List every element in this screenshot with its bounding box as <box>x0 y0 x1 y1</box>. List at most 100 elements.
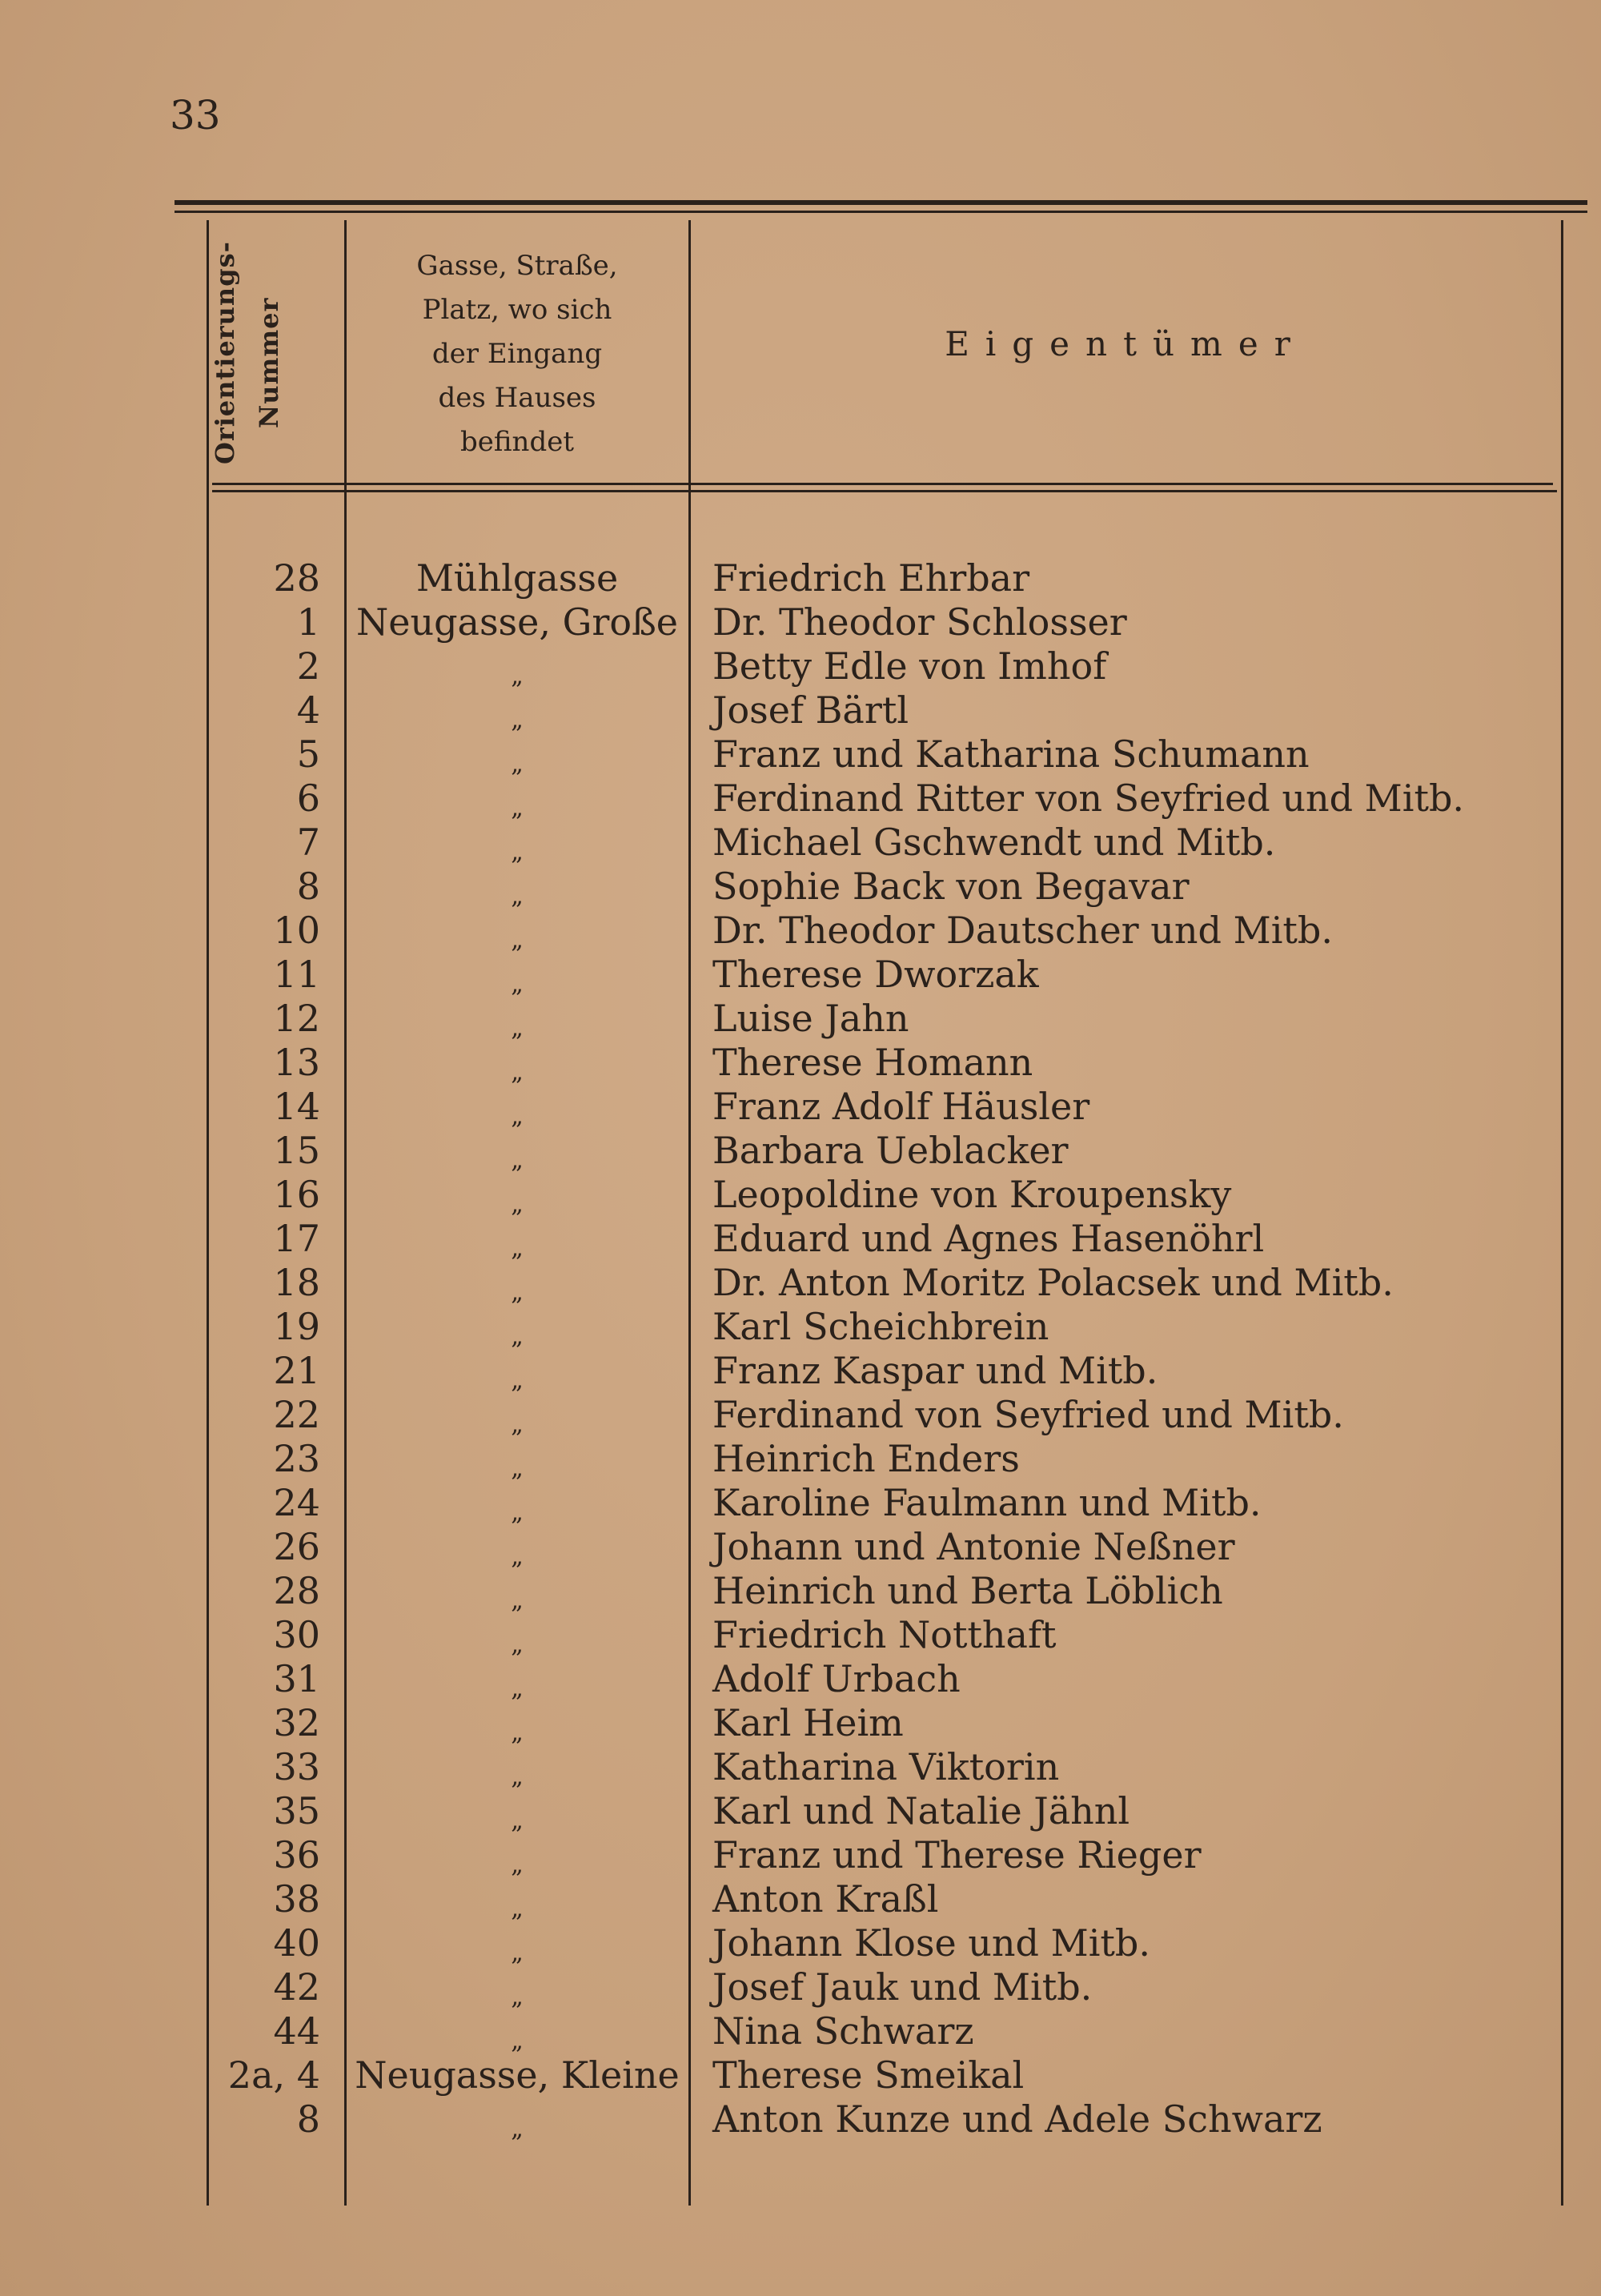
row-owner: Heinrich Enders <box>712 1437 1020 1480</box>
row-number: 28 <box>273 556 320 600</box>
table-row: 42 „ Josef Jauk und Mitb. <box>0 1965 1601 2011</box>
row-owner: Friedrich Ehrbar <box>712 556 1030 600</box>
row-number: 11 <box>273 953 320 996</box>
header-rule-2 <box>212 490 1557 492</box>
row-number: 22 <box>273 1393 320 1436</box>
row-owner: Sophie Back von Begavar <box>712 865 1190 908</box>
table-row: 24 „ Karoline Faulmann und Mitb. <box>0 1481 1601 1527</box>
row-number: 8 <box>296 2097 320 2141</box>
table-row: 40 „ Johann Klose und Mitb. <box>0 1921 1601 1967</box>
row-number: 12 <box>273 997 320 1040</box>
row-street: „ <box>511 662 524 690</box>
table-row: 33 „ Katharina Viktorin <box>0 1745 1601 1791</box>
row-street: „ <box>511 926 524 954</box>
row-owner: Josef Jauk und Mitb. <box>712 1965 1093 2009</box>
row-owner: Dr. Theodor Schlosser <box>712 600 1127 644</box>
row-owner: Dr. Theodor Dautscher und Mitb. <box>712 909 1333 952</box>
row-number: 36 <box>273 1833 320 1877</box>
row-number: 23 <box>273 1437 320 1480</box>
table-row: 10 „ Dr. Theodor Dautscher und Mitb. <box>0 909 1601 954</box>
row-street: „ <box>511 750 524 778</box>
row-number: 32 <box>273 1701 320 1744</box>
row-owner: Luise Jahn <box>712 997 909 1040</box>
row-number: 13 <box>273 1041 320 1084</box>
row-owner: Karl und Natalie Jähnl <box>712 1789 1130 1832</box>
row-owner: Therese Homann <box>712 1041 1033 1084</box>
table-row: 19 „ Karl Scheichbrein <box>0 1305 1601 1351</box>
row-number: 10 <box>273 909 320 952</box>
row-street: Mühlgasse <box>415 556 619 600</box>
row-street: „ <box>511 2115 524 2143</box>
row-owner: Adolf Urbach <box>712 1657 961 1700</box>
row-number: 44 <box>273 2009 320 2053</box>
row-owner: Ferdinand Ritter von Seyfried und Mitb. <box>712 777 1465 820</box>
row-street: „ <box>511 1675 524 1703</box>
row-owner: Franz und Katharina Schumann <box>712 733 1310 776</box>
row-number: 31 <box>273 1657 320 1700</box>
row-number: 28 <box>273 1569 320 1612</box>
row-number: 26 <box>273 1525 320 1568</box>
row-number: 40 <box>273 1921 320 1965</box>
row-number: 38 <box>273 1877 320 1921</box>
column-line-left <box>207 220 209 2206</box>
table-row: 28 Mühlgasse Friedrich Ehrbar <box>0 556 1601 600</box>
row-number: 6 <box>296 777 320 820</box>
row-street: „ <box>511 794 524 822</box>
row-owner: Heinrich und Berta Löblich <box>712 1569 1223 1612</box>
table-row: 6 „ Ferdinand Ritter von Seyfried und Mitb… <box>0 777 1601 822</box>
table-row: 7 „ Michael Gschwendt und Mitb. <box>0 821 1601 866</box>
table-row: 12 „ Luise Jahn <box>0 997 1601 1042</box>
row-owner: Anton Kraßl <box>712 1877 939 1921</box>
row-street: „ <box>511 1014 524 1042</box>
table-row: 18 „ Dr. Anton Moritz Polacsek und Mitb. <box>0 1261 1601 1307</box>
row-number: 8 <box>296 865 320 908</box>
row-owner: Josef Bärtl <box>712 688 909 732</box>
top-rule-thin <box>175 211 1587 213</box>
table-row: 13 „ Therese Homann <box>0 1041 1601 1086</box>
table-row: 23 „ Heinrich Enders <box>0 1437 1601 1483</box>
row-owner: Dr. Anton Moritz Polacsek und Mitb. <box>712 1261 1394 1304</box>
row-street: „ <box>511 1234 524 1262</box>
row-street: „ <box>511 1058 524 1086</box>
row-number: 30 <box>273 1613 320 1656</box>
row-number: 14 <box>273 1085 320 1128</box>
row-street: „ <box>511 1499 524 1527</box>
row-owner: Betty Edle von Imhof <box>712 644 1107 688</box>
table-row: 15 „ Barbara Ueblacker <box>0 1129 1601 1174</box>
row-street: Neugasse, Große <box>355 600 679 644</box>
table-row: 8 „ Sophie Back von Begavar <box>0 865 1601 910</box>
header-number: Orientierungs- Nummer <box>210 232 342 472</box>
table-row: 28 „ Heinrich und Berta Löblich <box>0 1569 1601 1615</box>
row-owner: Johann Klose und Mitb. <box>712 1921 1150 1965</box>
header-street-line: des Hauses <box>438 382 596 414</box>
column-line-street-owner <box>688 220 691 2206</box>
row-owner: Friedrich Notthaft <box>712 1613 1057 1656</box>
row-number: 19 <box>273 1305 320 1348</box>
row-number: 17 <box>273 1217 320 1260</box>
row-street: „ <box>511 1807 524 1835</box>
row-street: „ <box>511 1190 524 1218</box>
header-rule-1 <box>212 483 1553 485</box>
row-street: „ <box>511 838 524 866</box>
row-street: „ <box>511 1146 524 1174</box>
header-street: Gasse, Straße, Platz, wo sich der Eingan… <box>346 244 688 464</box>
header-number-line2: Nummer <box>254 297 284 428</box>
row-owner: Ferdinand von Seyfried und Mitb. <box>712 1393 1344 1436</box>
row-street: „ <box>511 970 524 998</box>
row-number: 21 <box>273 1349 320 1392</box>
row-number: 16 <box>273 1173 320 1216</box>
row-owner: Franz und Therese Rieger <box>712 1833 1202 1877</box>
row-street: „ <box>511 1763 524 1791</box>
table-row: 5 „ Franz und Katharina Schumann <box>0 733 1601 778</box>
row-street: „ <box>511 1851 524 1879</box>
row-owner: Leopoldine von Kroupensky <box>712 1173 1232 1216</box>
row-street: „ <box>511 1455 524 1483</box>
table-row: 26 „ Johann und Antonie Neßner <box>0 1525 1601 1571</box>
table-row: 36 „ Franz und Therese Rieger <box>0 1833 1601 1879</box>
row-number: 2 <box>296 644 320 688</box>
column-line-right <box>1561 220 1563 2206</box>
row-number: 33 <box>273 1745 320 1788</box>
row-owner: Franz Adolf Häusler <box>712 1085 1090 1128</box>
row-street: „ <box>511 1939 524 1967</box>
